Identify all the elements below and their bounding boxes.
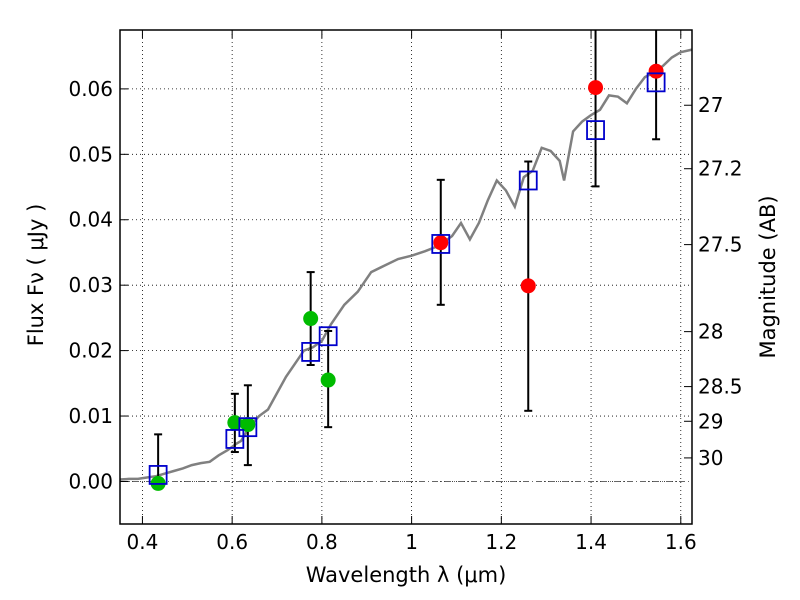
y-tick-label: 0.05 <box>68 142 113 166</box>
model-box-marker <box>238 417 258 438</box>
x-tick-label: 0.6 <box>216 530 248 554</box>
red-observed-points <box>433 63 664 294</box>
green-point <box>240 417 256 433</box>
right-tick-label: 29 <box>698 409 723 433</box>
x-tick-label: 1.2 <box>485 530 517 554</box>
x-tick-label: 0.8 <box>306 530 338 554</box>
model-box-markers <box>148 72 666 485</box>
model-box-marker <box>301 342 321 362</box>
right-tick-label: 28.5 <box>698 375 743 399</box>
grid-lines <box>120 30 692 524</box>
model-spectrum-line <box>119 48 693 481</box>
model-box-marker <box>586 120 605 141</box>
green-point <box>303 311 319 327</box>
y-tick-label: 0.04 <box>68 208 113 232</box>
x-tick-label: 1 <box>405 530 418 554</box>
y-tick-label: 0.06 <box>68 77 113 101</box>
right-tick-label: 27.5 <box>698 233 743 257</box>
x-axis-label: Wavelength λ (μm) <box>306 563 507 587</box>
right-tick-label: 30 <box>698 446 723 470</box>
x-tick-label: 0.4 <box>127 530 159 554</box>
model-box-marker <box>431 234 451 254</box>
green-point <box>320 372 336 388</box>
y-tick-label: 0.02 <box>68 339 113 363</box>
red-point <box>433 235 449 251</box>
right-axis-label: Magnitude (AB) <box>756 195 780 358</box>
y-tick-label: 0.03 <box>68 273 113 297</box>
x-tick-label: 1.4 <box>575 530 607 554</box>
right-tick-label: 27 <box>698 93 723 117</box>
y-axis-label: Flux Fν ( μJy ) <box>24 204 48 347</box>
right-tick-label: 28 <box>698 320 723 344</box>
x-axis-ticks: 0.4 0.6 0.8 1 1.2 1.4 1.6 <box>127 30 697 554</box>
red-point <box>520 278 536 294</box>
red-point <box>648 63 664 79</box>
green-observed-points <box>150 311 336 491</box>
red-point <box>588 80 604 96</box>
model-box-marker <box>225 429 245 449</box>
right-tick-label: 27.2 <box>698 157 743 181</box>
plot-frame <box>119 29 693 525</box>
x-tick-label: 1.6 <box>665 530 697 554</box>
y-axis-ticks: 0.00 0.01 0.02 0.03 0.04 0.05 0.06 <box>68 77 128 493</box>
model-box-marker <box>148 465 168 485</box>
right-axis-ticks: 27 27.2 27.5 28 28.5 29 30 <box>684 93 743 470</box>
y-tick-label: 0.01 <box>68 404 113 428</box>
model-box-marker <box>318 326 338 347</box>
model-box-marker <box>518 170 538 191</box>
model-box-marker <box>646 72 666 93</box>
y-tick-label: 0.00 <box>68 469 113 493</box>
